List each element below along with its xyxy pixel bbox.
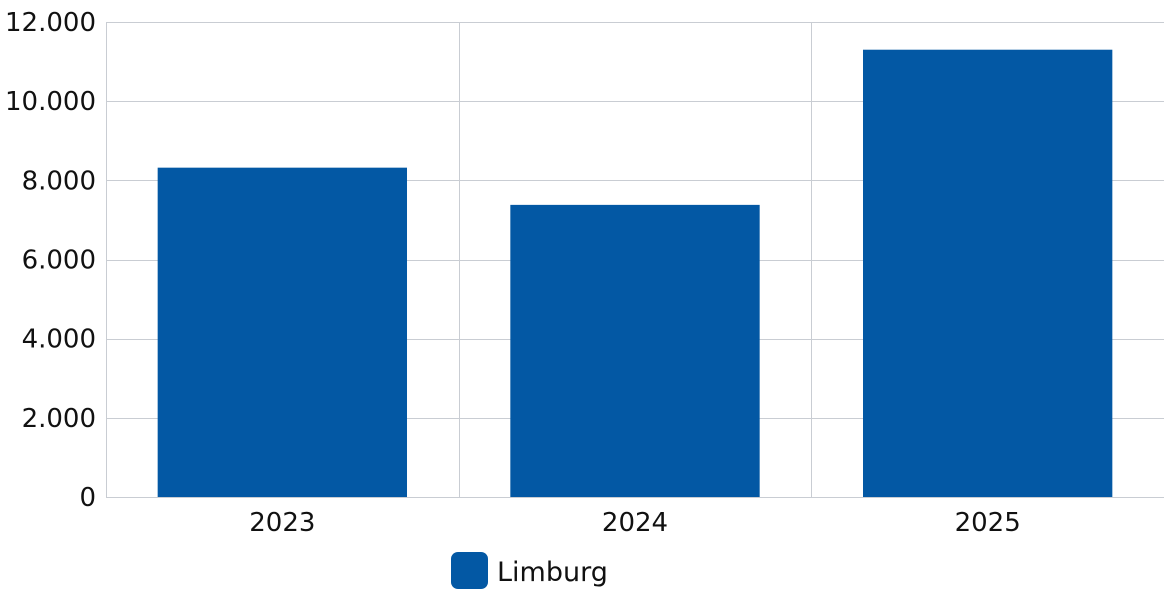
y-tick-label: 12.000: [5, 8, 96, 38]
legend-swatch-limburg: [451, 552, 488, 589]
bar-2023: [157, 167, 408, 497]
y-tick-label: 6.000: [22, 246, 96, 276]
y-axis-tick-labels: 0 2.000 4.000 6.000 8.000 10.000 12.000: [5, 8, 96, 513]
x-tick-label: 2023: [249, 508, 315, 538]
x-axis-tick-labels: 2023 2024 2025: [249, 508, 1021, 538]
y-tick-label: 2.000: [22, 404, 96, 434]
bar-2025: [862, 49, 1113, 497]
x-tick-label: 2024: [602, 508, 668, 538]
x-tick-label: 2025: [955, 508, 1021, 538]
bar-2024: [510, 204, 760, 497]
y-tick-label: 0: [79, 483, 96, 513]
legend-label-limburg: Limburg: [497, 557, 608, 588]
legend: Limburg: [451, 552, 608, 589]
y-tick-label: 8.000: [22, 166, 96, 196]
y-tick-label: 4.000: [22, 325, 96, 355]
bars: [157, 49, 1113, 497]
y-tick-label: 10.000: [5, 87, 96, 117]
